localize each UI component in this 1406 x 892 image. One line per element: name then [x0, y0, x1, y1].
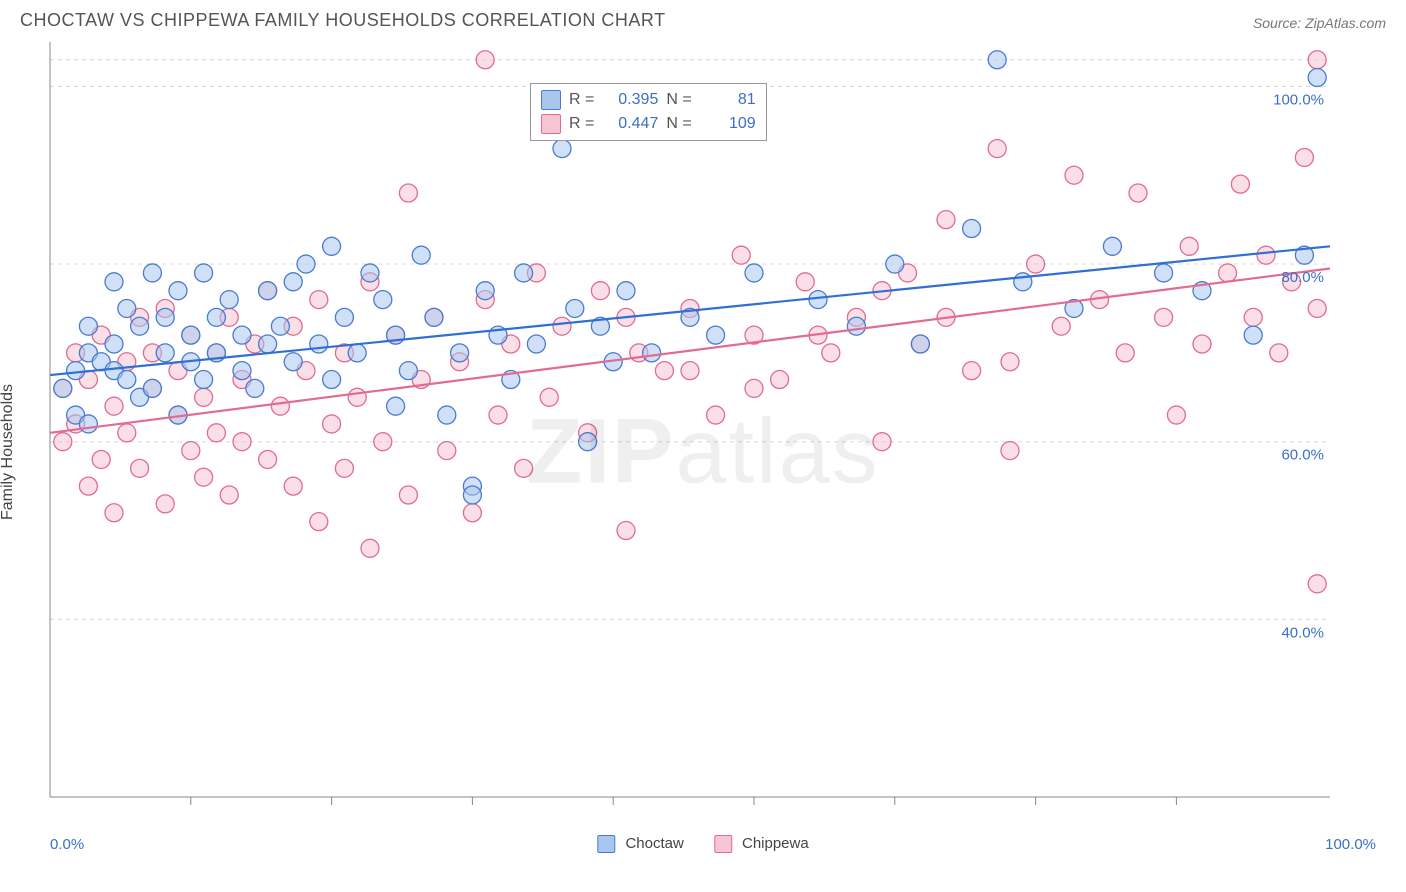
chippewa-legend-label: Chippewa	[742, 835, 809, 852]
choctaw-swatch-icon	[597, 835, 615, 853]
svg-text:100.0%: 100.0%	[1273, 91, 1324, 108]
chippewa-swatch-icon	[714, 835, 732, 853]
scatter-plot: 40.0% 60.0% 80.0% 100.0%	[40, 37, 1390, 837]
y-axis-label: Family Households	[0, 384, 17, 520]
source-credit: Source: ZipAtlas.com	[1253, 15, 1386, 31]
x-axis-start-label: 0.0%	[50, 836, 84, 853]
page-title: CHOCTAW VS CHIPPEWA FAMILY HOUSEHOLDS CO…	[20, 10, 666, 31]
svg-text:60.0%: 60.0%	[1281, 447, 1324, 464]
x-axis-end-label: 100.0%	[1325, 836, 1376, 853]
chart-area: Family Households 40.0%60.0%80.0%100.0% …	[0, 37, 1406, 867]
svg-text:40.0%: 40.0%	[1281, 624, 1324, 641]
correlation-legend: R = 0.395 N = 81 R = 0.447 N = 109	[530, 83, 767, 141]
choctaw-swatch-icon	[541, 90, 561, 110]
choctaw-legend-label: Choctaw	[625, 835, 683, 852]
chippewa-swatch-icon	[541, 114, 561, 134]
svg-text:80.0%: 80.0%	[1281, 269, 1324, 286]
series-legend: Choctaw Chippewa	[597, 835, 808, 853]
